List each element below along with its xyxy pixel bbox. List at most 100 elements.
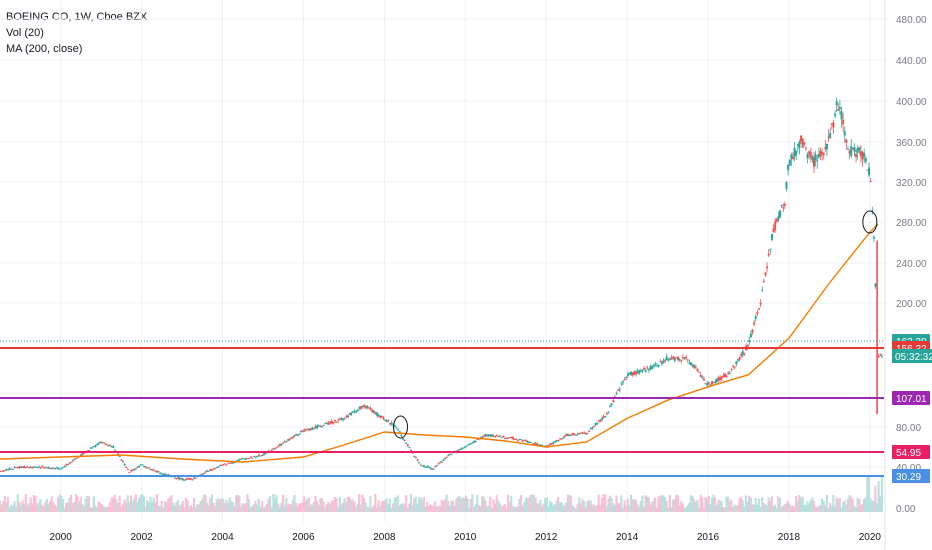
volume-bar <box>167 498 170 512</box>
volume-bar <box>477 505 481 512</box>
candle-body <box>293 435 296 437</box>
volume-bar <box>605 506 608 512</box>
volume-bar <box>210 494 213 512</box>
volume-bar <box>13 501 16 512</box>
candle-body <box>575 434 578 436</box>
candle-body <box>405 443 408 445</box>
volume-bar <box>487 505 490 512</box>
candle-body <box>578 433 581 435</box>
volume-bar <box>361 494 364 512</box>
candle-body <box>134 468 137 470</box>
volume-bar <box>828 502 832 512</box>
volume-bar <box>278 507 281 512</box>
candle-body <box>715 379 718 382</box>
volume-bar <box>228 497 231 512</box>
candle-body <box>422 465 425 467</box>
candle-body <box>79 454 82 456</box>
candle-body <box>871 210 874 212</box>
candle-body <box>490 434 493 437</box>
volume-bar <box>706 498 709 512</box>
volume-bar <box>850 496 853 512</box>
volume-bar <box>262 507 265 512</box>
volume-bar <box>421 499 424 512</box>
candle-body <box>777 216 780 220</box>
candle-body <box>189 478 192 480</box>
volume-bar <box>523 502 526 512</box>
candle-body <box>785 182 788 189</box>
candle-body <box>837 109 840 111</box>
legend-volume: Vol (20) <box>6 27 44 39</box>
volume-bar <box>629 494 633 512</box>
volume-bar <box>346 496 349 512</box>
candle-body <box>81 452 84 455</box>
volume-bar <box>581 499 584 512</box>
countdown-badge <box>892 349 932 363</box>
candle-body <box>448 453 451 456</box>
candle-body <box>787 164 790 171</box>
volume-bar <box>244 503 247 512</box>
volume-bar <box>186 500 189 512</box>
volume-bar <box>306 498 309 512</box>
volume-bar <box>793 507 796 512</box>
candle-body <box>825 144 828 150</box>
volume-bar <box>618 503 621 512</box>
candle-body <box>24 467 27 469</box>
volume-bar <box>846 499 849 512</box>
candle-body <box>311 427 314 430</box>
volume-bar <box>3 495 6 512</box>
volume-bar <box>188 506 191 512</box>
candle-body <box>3 470 6 472</box>
candle-body <box>447 455 450 457</box>
volume-bar <box>830 505 833 512</box>
volume-bar <box>733 504 736 512</box>
volume-bar <box>880 476 883 512</box>
candle-body <box>23 466 26 468</box>
volume-bar <box>220 498 223 512</box>
level-layer <box>0 340 884 477</box>
x-tick-label: 2000 <box>50 532 73 543</box>
candle-body <box>356 409 359 411</box>
candle-body <box>855 154 858 158</box>
candle-body <box>102 442 105 444</box>
volume-bar <box>222 499 225 512</box>
candle-body <box>259 455 262 457</box>
volume-bar <box>416 503 419 512</box>
candle-body <box>70 461 73 463</box>
candle-body <box>709 384 712 386</box>
candle-body <box>387 420 390 422</box>
volume-bar <box>701 497 704 512</box>
volume-bar <box>568 494 571 512</box>
volume-bar <box>714 497 717 512</box>
candle-body <box>714 381 717 384</box>
volume-bar <box>772 506 775 512</box>
candle-body <box>738 357 741 360</box>
candle-body <box>130 470 133 472</box>
volume-bar <box>97 501 100 512</box>
volume-bar <box>490 507 493 512</box>
candle-body <box>123 464 126 466</box>
candle-body <box>230 462 233 464</box>
candle-body <box>159 473 162 475</box>
volume-bar <box>566 494 570 512</box>
volume-bar <box>595 505 599 512</box>
volume-bar <box>612 503 615 512</box>
volume-bar <box>218 499 222 512</box>
volume-bar <box>419 497 422 512</box>
candle-body <box>367 407 370 409</box>
volume-bar <box>757 498 760 512</box>
candle-body <box>272 448 275 450</box>
candle-body <box>644 370 647 372</box>
candle-body <box>749 333 752 338</box>
candle-body <box>746 344 749 348</box>
y-tick-label: 280.00 <box>896 218 927 229</box>
volume-bar <box>259 506 262 512</box>
candle-body <box>377 415 380 417</box>
volume-bar <box>47 503 50 512</box>
volume-bar <box>440 499 443 512</box>
volume-bar <box>86 495 89 512</box>
volume-bar <box>576 503 579 512</box>
volume-bar <box>725 496 728 512</box>
volume-bar <box>463 497 466 512</box>
volume-bar <box>277 503 280 512</box>
